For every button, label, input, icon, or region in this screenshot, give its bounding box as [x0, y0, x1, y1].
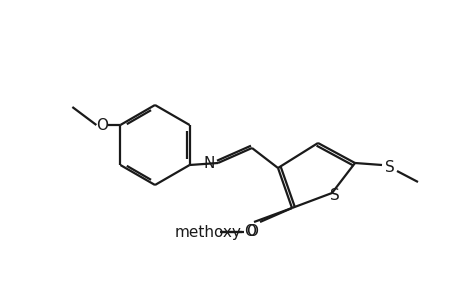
Text: S: S [330, 188, 339, 202]
Text: methoxy: methoxy [174, 226, 241, 241]
Text: N: N [203, 157, 214, 172]
Text: O: O [246, 224, 257, 239]
Text: O: O [96, 118, 108, 133]
Text: O: O [243, 224, 256, 239]
Text: S: S [384, 160, 394, 175]
